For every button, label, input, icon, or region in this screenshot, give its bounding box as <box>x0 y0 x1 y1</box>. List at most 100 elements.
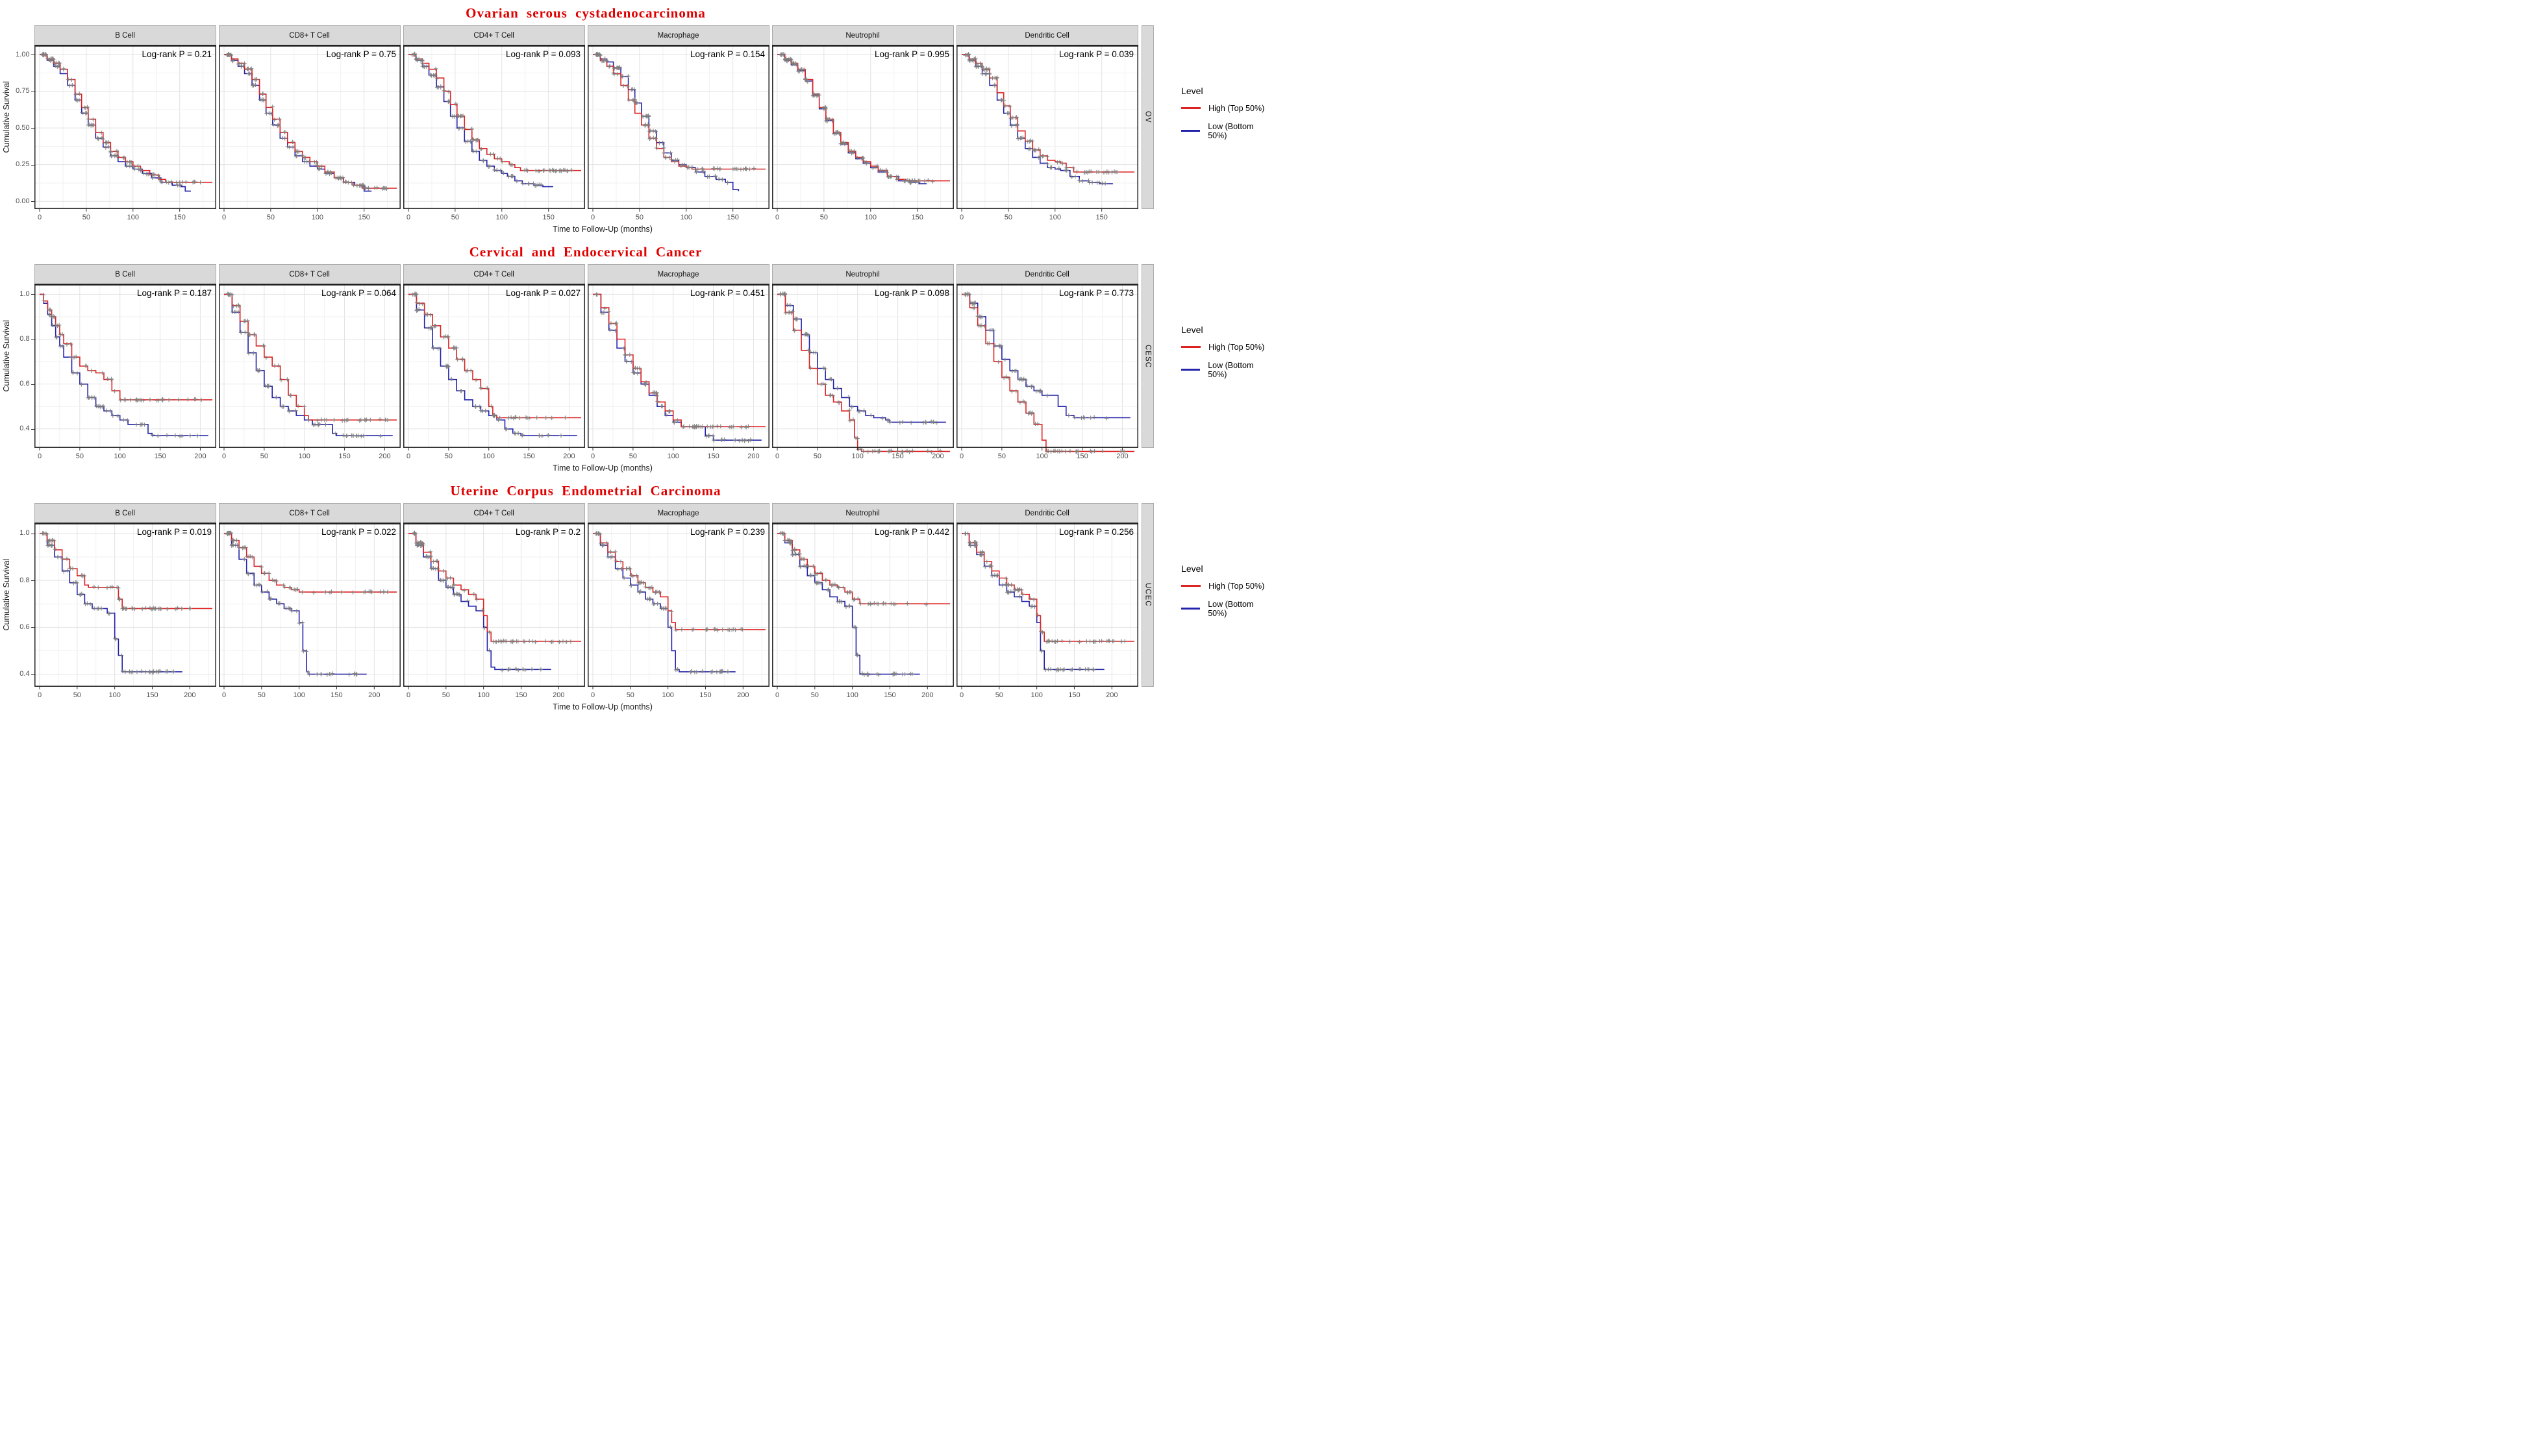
high-censor-marks <box>594 531 745 633</box>
panel-border <box>956 284 1138 448</box>
km-panel-cd4-t-cell: CD4+ T Cell 0 50 100 150 200 Log-rank P = 0.02… <box>403 264 585 462</box>
legend-entry-high: High (Top 50%) <box>1181 104 1273 113</box>
x-axis-label: Time to Follow-Up (months) <box>553 225 653 234</box>
low-censor-marks <box>594 292 753 443</box>
high-line-swatch <box>1181 585 1201 587</box>
low-censor-marks <box>594 51 730 185</box>
km-plot: 0 50 100 150 200 Log-rank P = 0.027 <box>403 284 585 462</box>
panel-header: CD4+ T Cell <box>403 25 585 45</box>
y-tick-label: 0.8 <box>19 335 30 343</box>
km-panel-macrophage: Macrophage 0 50 100 150 Log-rank P = 0.154 <box>587 25 769 223</box>
x-tick-label: 100 <box>293 691 305 699</box>
km-plot: 0 50 100 150 200 Log-rank P = 0.187 <box>34 284 216 462</box>
x-tick-label: 0 <box>591 452 595 460</box>
legend: Level High (Top 50%) Low (Bottom 50%) <box>1154 503 1273 687</box>
x-tick-label: 200 <box>932 452 944 460</box>
x-tick-label: 150 <box>523 452 534 460</box>
x-tick-label: 150 <box>699 691 711 699</box>
km-plot: 0 50 100 150 200 Log-rank P = 0.256 <box>956 523 1138 701</box>
y-tick-label: 0.6 <box>19 623 30 631</box>
km-panel-dendritic-cell: Dendritic Cell 0 50 100 150 200 Log-rank P = 0… <box>956 264 1138 462</box>
km-panels-row: B Cell 0 50 100 150 Log-rank P = 0.21 CD8+ T C… <box>34 25 1138 223</box>
y-axis-label: Cumulative Survival <box>1 81 11 153</box>
low-line-swatch <box>1181 130 1201 132</box>
high-censor-marks <box>41 299 203 403</box>
x-tick-label: 0 <box>775 691 779 699</box>
x-tick-label: 50 <box>819 214 827 221</box>
x-tick-label: 150 <box>146 691 158 699</box>
panel-border <box>34 523 216 687</box>
log-rank-p-label: Log-rank P = 0.75 <box>326 49 395 59</box>
x-tick-label: 100 <box>114 452 125 460</box>
y-tick-mark <box>31 339 34 340</box>
log-rank-p-label: Log-rank P = 0.064 <box>321 288 396 298</box>
km-panel-dendritic-cell: Dendritic Cell 0 50 100 150 200 Log-rank P = 0… <box>956 503 1138 701</box>
low-censor-marks <box>963 531 1095 672</box>
high-censor-marks <box>225 530 390 595</box>
km-plot: 0 50 100 150 200 Log-rank P = 0.064 <box>218 284 401 462</box>
x-tick-label: 50 <box>635 214 643 221</box>
km-panel-macrophage: Macrophage 0 50 100 150 200 Log-rank P = 0.451 <box>587 264 769 462</box>
x-tick-label: 50 <box>82 214 90 221</box>
high-curve <box>592 54 766 170</box>
x-tick-label: 100 <box>1036 452 1047 460</box>
x-tick-label: 150 <box>358 214 369 221</box>
x-tick-label: 200 <box>747 452 759 460</box>
x-tick-label: 100 <box>482 452 494 460</box>
x-tick-label: 0 <box>222 452 226 460</box>
legend-title: Level <box>1181 563 1203 574</box>
log-rank-p-label: Log-rank P = 0.039 <box>1059 49 1134 59</box>
low-censor-marks <box>40 531 175 675</box>
x-tick-label: 200 <box>921 691 933 699</box>
low-curve <box>408 533 551 671</box>
km-plot: 0 50 100 150 Log-rank P = 0.21 <box>34 45 216 223</box>
x-tick-label: 0 <box>775 214 779 221</box>
high-curve <box>39 533 212 610</box>
y-tick-mark <box>31 164 34 166</box>
x-tick-label: 200 <box>184 691 195 699</box>
x-tick-label: 100 <box>311 214 323 221</box>
y-axis-label: Cumulative Survival <box>1 559 11 631</box>
y-tick-label: 0.8 <box>19 576 30 584</box>
km-panel-cd4-t-cell: CD4+ T Cell 0 50 100 150 200 Log-rank P = 0.2 <box>403 503 585 701</box>
panel-header: B Cell <box>34 503 216 523</box>
high-curve <box>777 293 950 452</box>
low-censor-marks <box>410 291 563 438</box>
high-censor-marks <box>594 292 751 430</box>
high-censor-marks <box>40 52 203 185</box>
low-curve <box>39 54 191 192</box>
x-tick-label: 150 <box>892 452 903 460</box>
x-tick-label: 200 <box>737 691 749 699</box>
y-tick-mark <box>31 428 34 430</box>
y-tick-label: 1.0 <box>19 529 30 537</box>
panel-header: CD4+ T Cell <box>403 264 585 284</box>
high-curve <box>223 533 397 593</box>
high-censor-marks <box>594 52 756 172</box>
log-rank-p-label: Log-rank P = 0.451 <box>690 288 765 298</box>
panel-header: Neutrophil <box>771 503 954 523</box>
x-tick-label: 100 <box>298 452 310 460</box>
x-axis-label: Time to Follow-Up (months) <box>553 702 653 711</box>
log-rank-p-label: Log-rank P = 0.21 <box>142 49 211 59</box>
km-panel-cd8-t-cell: CD8+ T Cell 0 50 100 150 200 Log-rank P = 0.02… <box>218 503 401 701</box>
km-panel-b-cell: B Cell 0 50 100 150 200 Log-rank P = 0.187 <box>34 264 216 462</box>
log-rank-p-label: Log-rank P = 0.442 <box>875 527 949 537</box>
panel-border <box>956 523 1138 687</box>
row-title-ucec: Uterine Corpus Endometrial Carcinoma <box>450 483 721 499</box>
panel-border <box>587 45 769 209</box>
x-tick-label: 50 <box>995 691 1003 699</box>
high-censor-marks <box>779 531 929 607</box>
x-tick-label: 50 <box>257 691 265 699</box>
panel-border <box>587 523 769 687</box>
x-tick-label: 150 <box>727 214 738 221</box>
panel-header: Dendritic Cell <box>956 264 1138 284</box>
km-plot: 0 50 100 150 200 Log-rank P = 0.442 <box>771 523 954 701</box>
y-tick-label: 0.6 <box>19 380 30 388</box>
high-curve <box>777 54 950 182</box>
log-rank-p-label: Log-rank P = 0.773 <box>1059 288 1134 298</box>
high-censor-marks <box>41 531 192 611</box>
high-curve <box>777 533 950 604</box>
km-plot: 0 50 100 150 200 Log-rank P = 0.451 <box>587 284 769 462</box>
x-tick-label: 0 <box>38 214 42 221</box>
km-plot: 0 50 100 150 Log-rank P = 0.093 <box>403 45 585 223</box>
